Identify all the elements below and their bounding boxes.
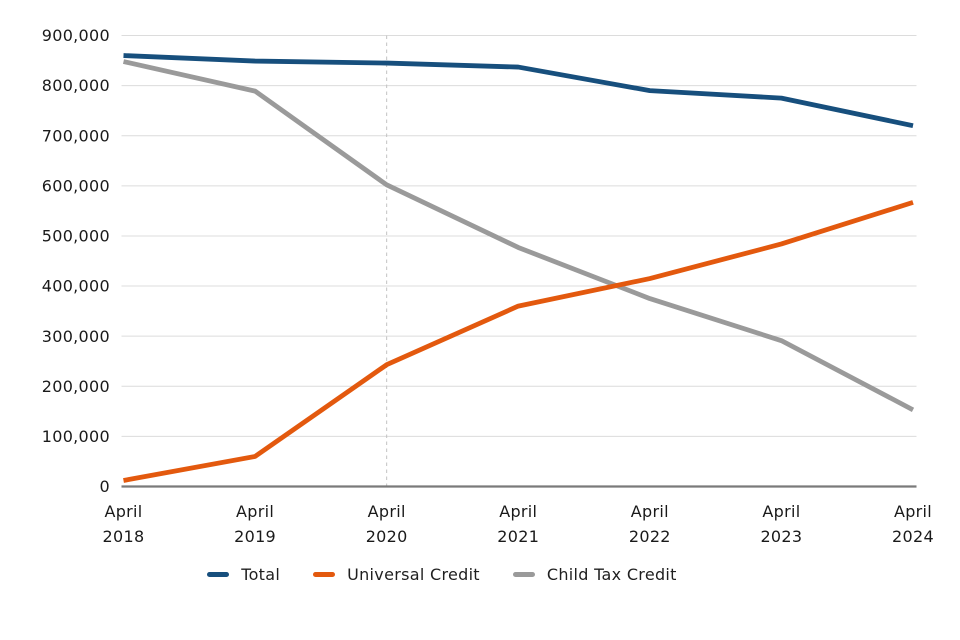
series-line-child-tax-credit xyxy=(122,59,915,412)
y-tick-label: 500,000 xyxy=(42,227,110,246)
chart-canvas: 0 100,000 200,000 300,000 400,000 500,000 600,… xyxy=(42,26,934,546)
x-tick-label-month: April xyxy=(104,502,142,521)
legend-label-universal-credit: Universal Credit xyxy=(347,565,480,584)
legend-item-child-tax-credit: Child Tax Credit xyxy=(512,565,677,584)
legend-swatch-total xyxy=(207,572,230,577)
x-tick-label-month: April xyxy=(499,502,537,521)
x-tick-label-year: 2019 xyxy=(234,527,276,546)
legend-swatch-universal-credit xyxy=(313,572,336,577)
series-line-universal-credit xyxy=(123,200,914,483)
x-tick-label-month: April xyxy=(894,502,932,521)
legend-swatch-child-tax-credit xyxy=(512,572,535,577)
x-tick-label-year: 2018 xyxy=(103,527,145,546)
y-tick-label: 800,000 xyxy=(42,76,110,95)
series-line-total xyxy=(123,53,914,129)
y-tick-label: 0 xyxy=(100,477,110,496)
y-tick-label: 200,000 xyxy=(42,377,110,396)
legend-label-total: Total xyxy=(241,565,281,584)
x-tick-label-month: April xyxy=(368,502,406,521)
y-tick-label: 400,000 xyxy=(42,277,110,296)
x-tick-label-month: April xyxy=(762,502,800,521)
x-tick-label-year: 2024 xyxy=(892,527,934,546)
y-tick-label: 900,000 xyxy=(42,26,110,45)
y-tick-label: 100,000 xyxy=(42,427,110,446)
y-tick-label: 600,000 xyxy=(42,176,110,195)
x-tick-label-month: April xyxy=(631,502,669,521)
legend-item-total: Total xyxy=(207,565,280,584)
x-tick-label-year: 2020 xyxy=(366,527,408,546)
chart-legend: Total Universal Credit Child Tax Credit xyxy=(0,565,960,584)
x-tick-label-year: 2022 xyxy=(629,527,671,546)
legend-label-child-tax-credit: Child Tax Credit xyxy=(546,565,677,584)
legend-item-universal-credit: Universal Credit xyxy=(313,565,480,584)
x-tick-label-month: April xyxy=(236,502,274,521)
x-tick-label-year: 2023 xyxy=(760,527,802,546)
x-tick-label-year: 2021 xyxy=(497,527,539,546)
y-tick-label: 700,000 xyxy=(42,126,110,145)
y-tick-label: 300,000 xyxy=(42,327,110,346)
